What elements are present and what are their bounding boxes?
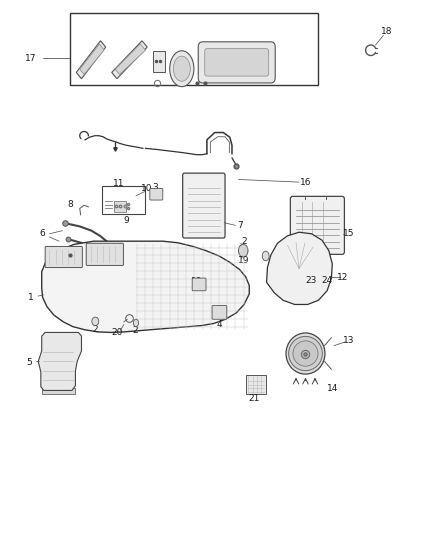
Text: 12: 12	[337, 272, 349, 281]
Polygon shape	[112, 41, 147, 79]
Ellipse shape	[293, 341, 318, 366]
Text: 4: 4	[216, 320, 222, 329]
Text: 2: 2	[132, 326, 138, 335]
Text: 20: 20	[112, 328, 123, 337]
Ellipse shape	[134, 319, 138, 327]
Text: 10: 10	[141, 184, 152, 193]
FancyBboxPatch shape	[153, 51, 165, 72]
FancyBboxPatch shape	[150, 189, 163, 200]
Text: 19: 19	[191, 277, 202, 286]
Text: 22: 22	[55, 252, 66, 261]
Polygon shape	[115, 44, 145, 75]
FancyBboxPatch shape	[205, 49, 269, 76]
Text: 5: 5	[26, 358, 32, 367]
Ellipse shape	[289, 336, 322, 370]
FancyBboxPatch shape	[183, 173, 225, 238]
Polygon shape	[38, 333, 81, 391]
Text: 13: 13	[343, 336, 354, 345]
Polygon shape	[42, 241, 249, 333]
Text: 2: 2	[92, 325, 98, 334]
Text: 16: 16	[300, 177, 311, 187]
Text: 14: 14	[327, 384, 338, 393]
Polygon shape	[267, 232, 332, 304]
Text: 8: 8	[67, 200, 73, 209]
Text: 19: 19	[238, 256, 250, 265]
Ellipse shape	[238, 244, 248, 257]
Text: 18: 18	[381, 27, 392, 36]
Text: 17: 17	[25, 54, 37, 63]
Ellipse shape	[286, 333, 325, 374]
Text: 23: 23	[305, 276, 316, 285]
Ellipse shape	[262, 251, 269, 261]
FancyBboxPatch shape	[42, 388, 74, 394]
Text: 3: 3	[152, 183, 158, 192]
FancyBboxPatch shape	[114, 201, 127, 212]
FancyBboxPatch shape	[198, 42, 275, 83]
Polygon shape	[80, 44, 104, 75]
Text: 7: 7	[237, 221, 243, 230]
Text: 1: 1	[28, 293, 34, 302]
Text: 15: 15	[343, 229, 354, 238]
Text: 6: 6	[40, 229, 46, 238]
FancyBboxPatch shape	[86, 243, 124, 265]
FancyBboxPatch shape	[290, 196, 344, 254]
FancyBboxPatch shape	[102, 187, 145, 214]
Ellipse shape	[170, 51, 194, 87]
FancyBboxPatch shape	[212, 305, 227, 319]
FancyBboxPatch shape	[246, 375, 266, 394]
Ellipse shape	[173, 56, 190, 81]
Text: 9: 9	[123, 216, 129, 225]
Text: 21: 21	[249, 394, 260, 403]
Polygon shape	[76, 41, 106, 79]
FancyBboxPatch shape	[45, 246, 82, 268]
Text: 2: 2	[241, 237, 247, 246]
FancyBboxPatch shape	[70, 13, 318, 85]
Ellipse shape	[92, 317, 99, 326]
Text: 24: 24	[321, 276, 333, 285]
FancyBboxPatch shape	[192, 278, 206, 291]
Text: 11: 11	[113, 179, 124, 188]
